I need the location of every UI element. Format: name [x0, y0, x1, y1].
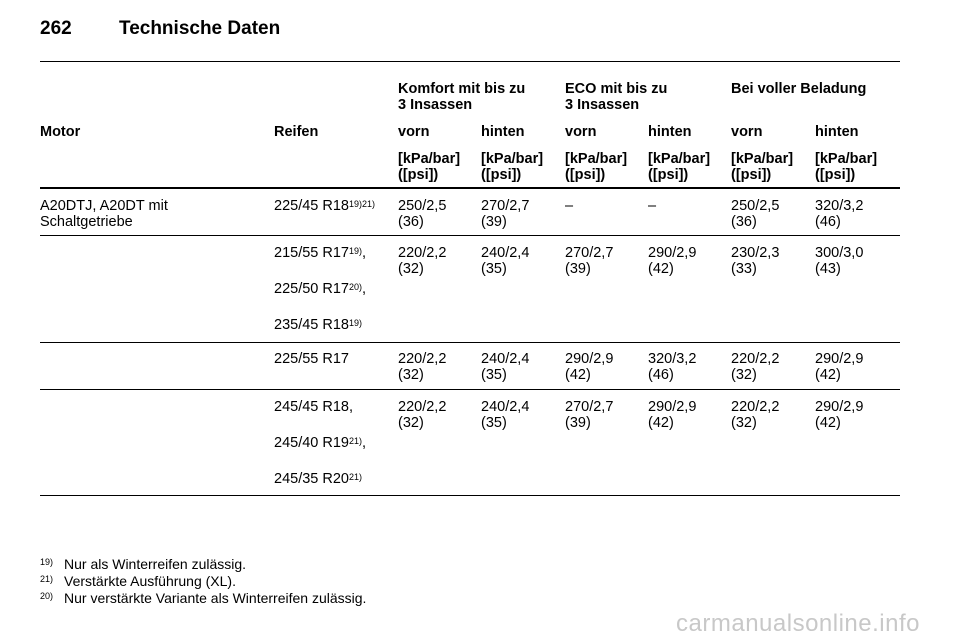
pressure-value: –: [648, 198, 657, 214]
pressure-value: 290/2,9 (42): [648, 245, 697, 277]
page-title: Technische Daten: [119, 18, 281, 39]
row-rule: [40, 495, 900, 496]
pressure-value: 220/2,2 (32): [398, 351, 447, 383]
unit-header: [kPa/bar] ([psi]): [565, 151, 628, 183]
pressure-value: 320/3,2 (46): [648, 351, 697, 383]
pressure-value: 220/2,2 (32): [398, 399, 447, 431]
unit-header: [kPa/bar] ([psi]): [815, 151, 878, 183]
tire-size: 245/45 R18,: [274, 399, 354, 415]
tire-size: 215/55 R1719),: [274, 245, 367, 261]
pressure-value: 220/2,2 (32): [731, 399, 780, 431]
footnote-mark: 20): [40, 591, 54, 601]
footnote-ref: 19)21): [348, 199, 375, 209]
tire-size: 225/55 R17: [274, 351, 349, 367]
footnote-text: Nur als Winterreifen zulässig.: [64, 556, 247, 572]
pressure-value: 300/3,0 (43): [815, 245, 864, 277]
pressure-value: 290/2,9 (42): [815, 399, 864, 431]
row-rule: [40, 235, 900, 236]
pressure-value: 240/2,4 (35): [481, 351, 530, 383]
pressure-value: 240/2,4 (35): [481, 245, 530, 277]
column-header-reifen: Reifen: [274, 124, 319, 140]
group-header-eco: ECO mit bis zu 3 Insassen: [565, 81, 668, 113]
motor-name: A20DTJ, A20DT mit Schaltgetriebe: [40, 198, 168, 230]
column-header-hinten: hinten: [815, 124, 859, 140]
group-header-komfort: Komfort mit bis zu 3 Insassen: [398, 81, 526, 113]
pressure-value: 250/2,5 (36): [731, 198, 780, 230]
row-rule: [40, 389, 900, 390]
unit-header: [kPa/bar] ([psi]): [731, 151, 794, 183]
column-header-motor: Motor: [40, 124, 81, 140]
column-header-vorn: vorn: [398, 124, 430, 140]
column-header-vorn: vorn: [731, 124, 763, 140]
pressure-value: 290/2,9 (42): [815, 351, 864, 383]
footnote-mark: 21): [40, 574, 54, 584]
unit-header: [kPa/bar] ([psi]): [398, 151, 461, 183]
footnote-ref: 19): [348, 246, 362, 256]
footnote-text: Nur verstärkte Variante als Winterreifen…: [64, 590, 367, 606]
pressure-value: 290/2,9 (42): [565, 351, 614, 383]
footnote-text: Verstärkte Ausführung (XL).: [64, 573, 236, 589]
footnote-ref: 20): [348, 282, 362, 292]
pressure-value: 240/2,4 (35): [481, 399, 530, 431]
pressure-value: 230/2,3 (33): [731, 245, 780, 277]
tire-size: 245/40 R1921),: [274, 435, 367, 451]
pressure-value: 320/3,2 (46): [815, 198, 864, 230]
unit-header: [kPa/bar] ([psi]): [648, 151, 711, 183]
header-rule: [40, 61, 900, 62]
tire-size: 225/45 R1819)21): [274, 198, 375, 214]
table-header-rule: [40, 187, 900, 189]
footnote-ref: 21): [348, 436, 362, 446]
pressure-value: 220/2,2 (32): [731, 351, 780, 383]
tire-size: 225/50 R1720),: [274, 281, 367, 297]
pressure-value: 290/2,9 (42): [648, 399, 697, 431]
pressure-value: 270/2,7 (39): [565, 245, 614, 277]
tire-size: 235/45 R1819): [274, 317, 362, 333]
tire-size: 245/35 R2021): [274, 471, 362, 487]
pressure-value: –: [565, 198, 574, 214]
column-header-hinten: hinten: [481, 124, 525, 140]
pressure-value: 270/2,7 (39): [565, 399, 614, 431]
pressure-value: 250/2,5 (36): [398, 198, 447, 230]
pressure-value: 270/2,7 (39): [481, 198, 530, 230]
footnote-ref: 19): [348, 318, 362, 328]
unit-header: [kPa/bar] ([psi]): [481, 151, 544, 183]
pressure-value: 220/2,2 (32): [398, 245, 447, 277]
footnote-mark: 19): [40, 557, 54, 567]
group-header-full-load: Bei voller Beladung: [731, 81, 867, 97]
column-header-vorn: vorn: [565, 124, 597, 140]
column-header-hinten: hinten: [648, 124, 692, 140]
watermark: carmanualsonline.info: [676, 610, 920, 637]
page-number: 262: [40, 18, 72, 39]
footnote-ref: 21): [348, 472, 362, 482]
row-rule: [40, 342, 900, 343]
